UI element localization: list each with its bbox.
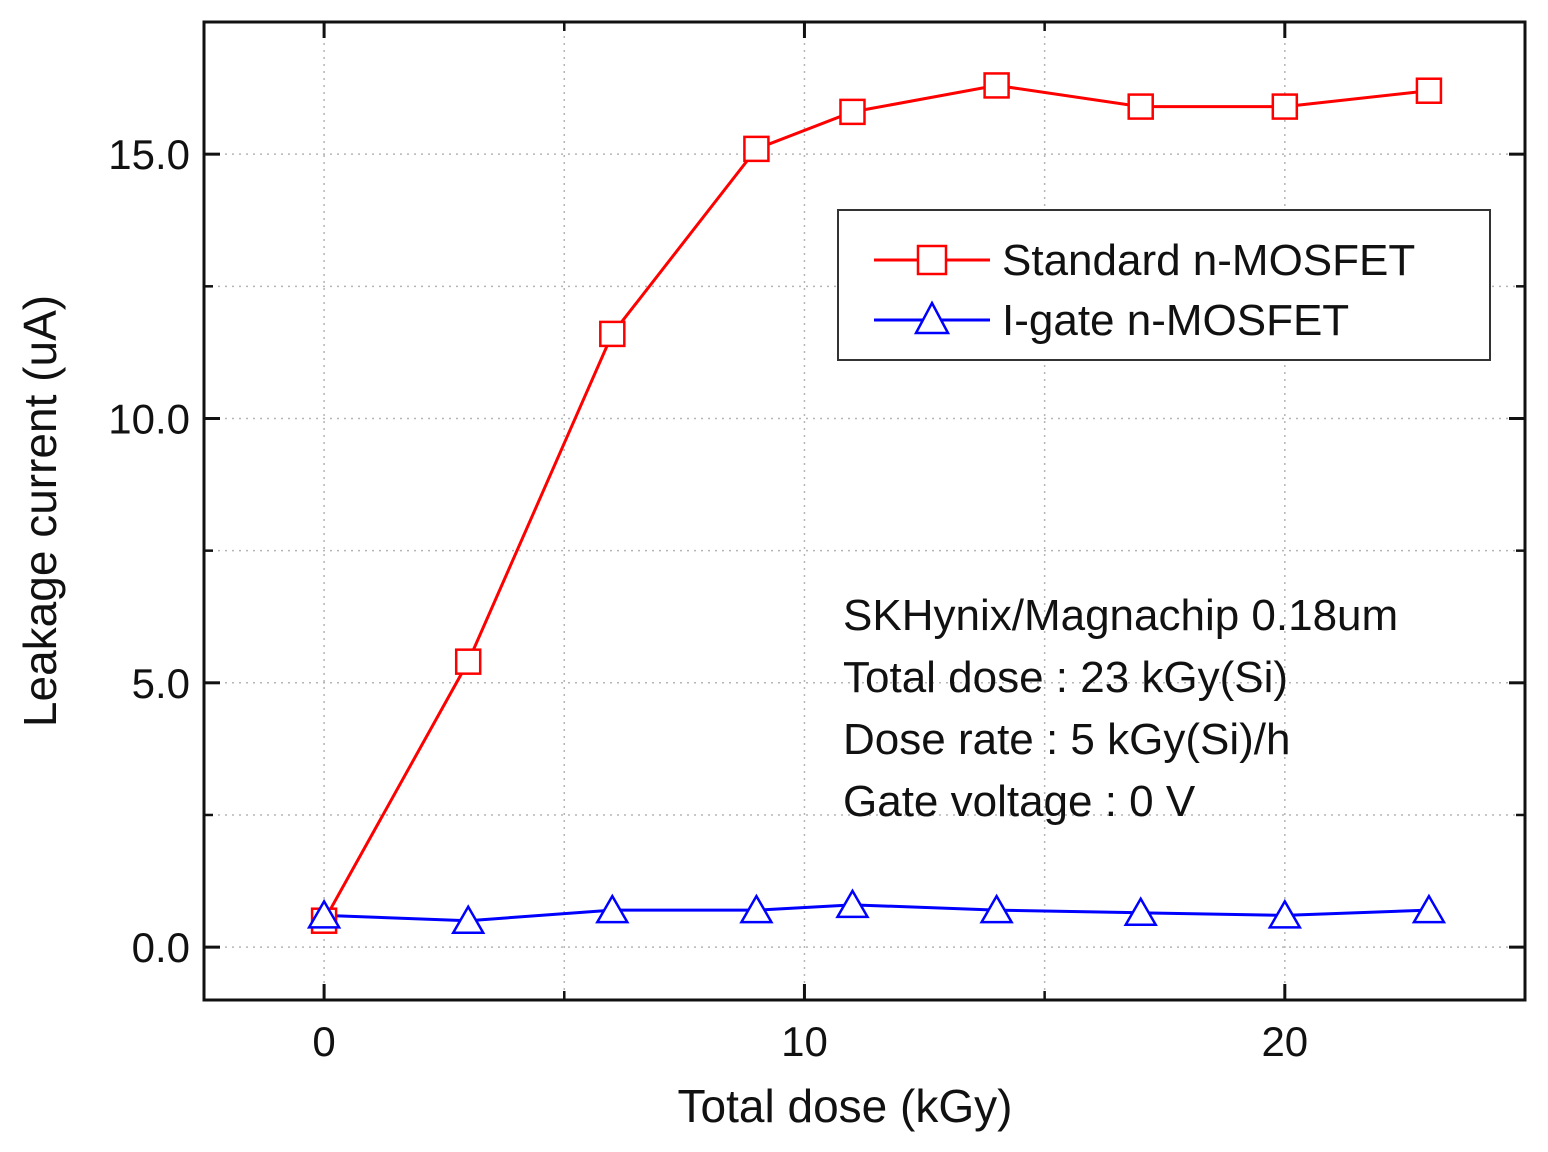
- x-tick-label: 20: [1261, 1018, 1308, 1065]
- data-point-standard: [1127, 93, 1154, 120]
- grid: [204, 22, 1525, 1000]
- x-axis-title: Total dose (kGy): [678, 1080, 1013, 1132]
- legend-label-igate: I-gate n-MOSFET: [1002, 296, 1349, 345]
- data-point-igate: [979, 893, 1014, 924]
- data-point-igate: [1267, 898, 1302, 929]
- data-point-igate: [739, 893, 774, 924]
- data-point-igate: [1411, 893, 1447, 924]
- x-tick-label: 10: [781, 1018, 828, 1065]
- legend: Standard n-MOSFET I-gate n-MOSFET: [837, 209, 1491, 361]
- annotation-process: SKHynix/Magnachip 0.18um: [843, 591, 1398, 640]
- annotation-dose-rate: Dose rate : 5 kGy(Si)/h: [843, 715, 1290, 764]
- data-point-standard: [743, 135, 770, 163]
- y-tick-label: 5.0: [132, 660, 190, 707]
- data-point-igate: [451, 904, 486, 934]
- data-point-standard: [1415, 77, 1443, 104]
- legend-box: [837, 209, 1491, 361]
- data-point-igate: [595, 893, 630, 924]
- annotation-gate-voltage: Gate voltage : 0 V: [843, 777, 1196, 826]
- tick-labels: 0 10 20 0.0 5.0 10.0 15.0: [108, 131, 1308, 1065]
- series-layer: [306, 72, 1447, 934]
- plot-frame: [202, 20, 1527, 1002]
- data-point-igate: [835, 888, 870, 919]
- legend-marker-square: [916, 244, 948, 276]
- y-tick-label: 15.0: [108, 131, 190, 178]
- legend-label-standard: Standard n-MOSFET: [1002, 236, 1415, 285]
- x-tick-label: 0: [312, 1018, 335, 1065]
- data-point-igate: [1123, 896, 1158, 927]
- y-tick-label: 10.0: [108, 395, 190, 442]
- legend-entry-igate: I-gate n-MOSFET: [874, 296, 1349, 345]
- legend-marker-triangle: [913, 300, 951, 335]
- series-line-igate: [324, 903, 1429, 923]
- y-tick-label: 0.0: [132, 924, 190, 971]
- data-point-standard: [599, 320, 626, 348]
- axis-ticks: [204, 22, 1525, 1000]
- data-point-standard: [454, 648, 482, 675]
- data-point-igate: [306, 898, 342, 929]
- data-point-standard: [839, 98, 866, 126]
- y-axis-title: Leakage current (uA): [14, 295, 66, 727]
- annotation-block: SKHynix/Magnachip 0.18um Total dose : 23…: [843, 591, 1398, 826]
- data-point-standard: [1271, 93, 1299, 120]
- data-point-standard: [983, 72, 1010, 99]
- legend-entry-standard: Standard n-MOSFET: [874, 236, 1415, 285]
- annotation-total-dose: Total dose : 23 kGy(Si): [843, 653, 1288, 702]
